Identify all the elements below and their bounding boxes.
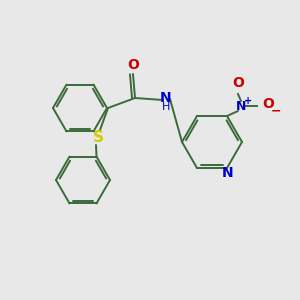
Text: S: S — [92, 130, 104, 146]
Text: N: N — [236, 100, 246, 112]
Text: −: − — [271, 104, 281, 118]
Text: O: O — [232, 76, 244, 90]
Text: +: + — [244, 96, 252, 106]
Text: H: H — [162, 102, 170, 112]
Text: O: O — [262, 97, 274, 111]
Text: O: O — [127, 58, 139, 72]
Text: N: N — [160, 91, 172, 105]
Text: N: N — [222, 166, 234, 180]
